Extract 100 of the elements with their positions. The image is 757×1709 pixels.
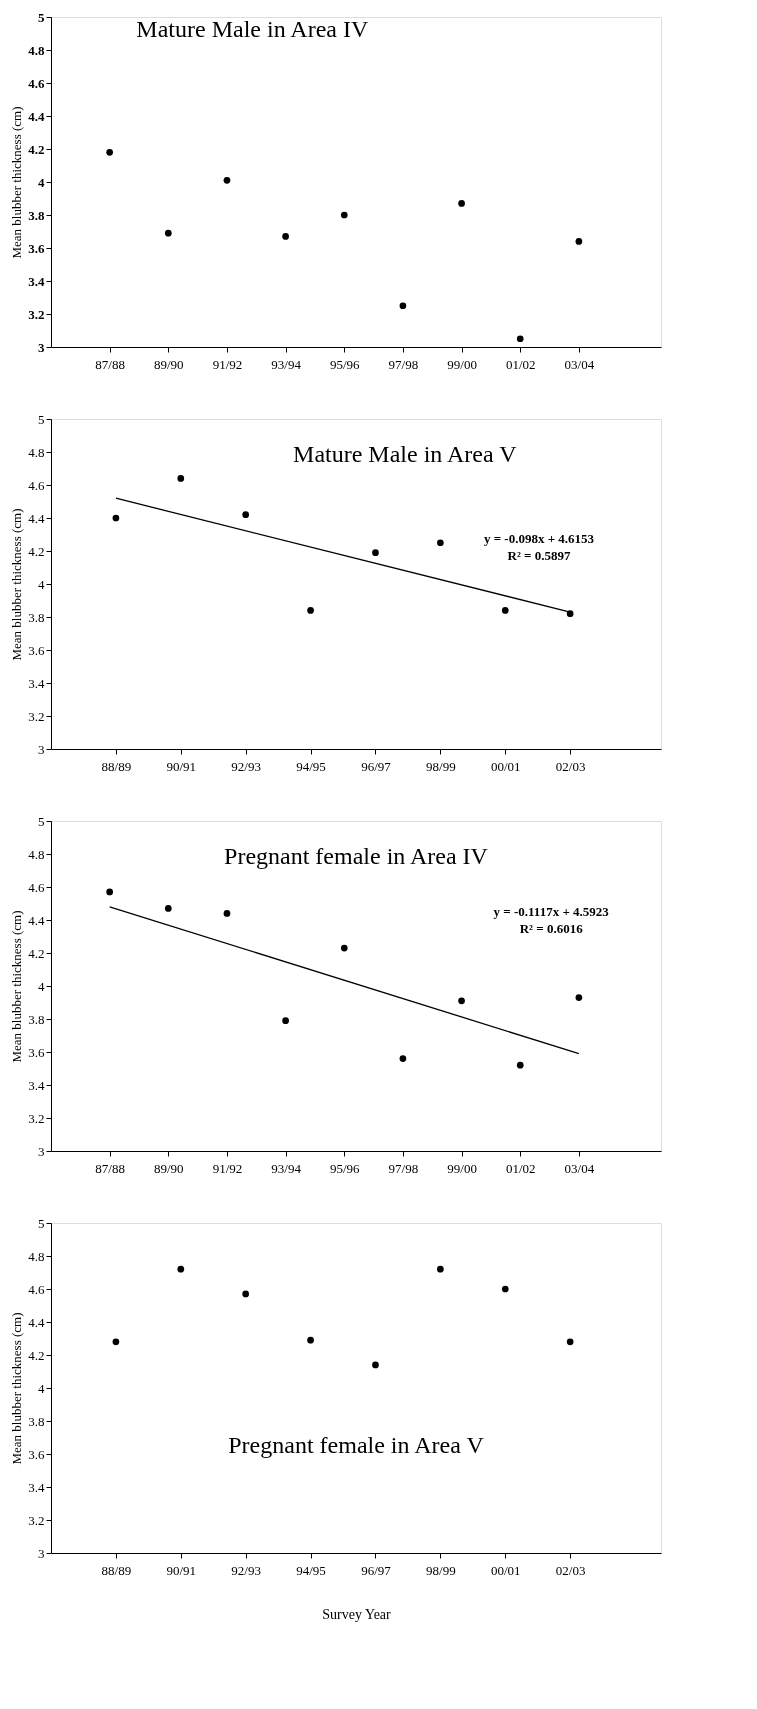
y-tick-label: 3.8 <box>28 207 45 223</box>
point <box>575 994 583 1001</box>
y-tick-label: 3 <box>38 1545 45 1561</box>
annotation: R² = 0.6016 <box>519 920 584 936</box>
x-tick-label: 90/91 <box>166 1562 197 1578</box>
y-tick-label: 3.4 <box>28 273 45 289</box>
y-tick-label: 4.4 <box>28 1314 45 1330</box>
x-tick-label: 99/00 <box>447 1160 477 1176</box>
x-tick-label: 00/01 <box>490 758 521 774</box>
y-tick-label: 4.4 <box>28 912 45 928</box>
point <box>566 610 574 618</box>
x-tick-label: 88/89 <box>101 758 132 774</box>
y-tick-label: 3.2 <box>28 306 45 322</box>
point <box>501 607 509 614</box>
point <box>575 238 583 245</box>
x-tick-label: 89/90 <box>154 1160 184 1176</box>
y-tick-label: 3.8 <box>28 1011 45 1027</box>
point <box>399 1055 407 1062</box>
point <box>437 539 444 547</box>
x-tick-label: 94/95 <box>296 758 326 774</box>
x-tick-label: 93/94 <box>271 356 302 372</box>
point <box>106 148 114 156</box>
x-tick-label: 93/94 <box>271 1160 302 1176</box>
x-tick-label: 03/04 <box>564 1160 595 1176</box>
point <box>223 177 231 184</box>
annotation: y = -0.1117x + 4.5923 <box>493 903 610 919</box>
y-tick-label: 4.2 <box>28 945 45 961</box>
x-tick-label: 02/03 <box>555 1562 586 1578</box>
y-tick-label: 5 <box>38 813 45 829</box>
chart-title: Mature Male in Area IV <box>136 16 369 43</box>
x-tick-label: 92/93 <box>231 1562 261 1578</box>
x-tick-label: 96/97 <box>361 1562 392 1578</box>
point <box>501 1285 509 1293</box>
point <box>516 335 524 343</box>
point <box>566 1338 574 1346</box>
point <box>282 1017 289 1024</box>
point <box>177 475 185 482</box>
y-tick-label: 4.4 <box>28 510 45 526</box>
y-tick-label: 3.2 <box>28 1512 45 1528</box>
y-tick-label: 5 <box>38 1215 45 1231</box>
x-tick-label: 91/92 <box>212 1160 243 1176</box>
point <box>223 910 231 917</box>
point <box>242 1290 250 1298</box>
y-tick-label: 4 <box>38 174 45 190</box>
x-tick-label: 01/02 <box>505 1160 536 1176</box>
y-tick-label: 4.2 <box>28 141 45 157</box>
y-tick-label: 4.2 <box>28 1347 45 1363</box>
point <box>282 233 289 240</box>
x-tick-label: 90/91 <box>166 758 197 774</box>
point <box>458 997 465 1005</box>
point <box>242 511 250 519</box>
y-tick-label: 3.8 <box>28 609 45 625</box>
y-axis-title: Mean blubber thickness (cm) <box>9 106 25 259</box>
text: Pregnant female in Area IV <box>224 843 489 870</box>
x-tick-label: 03/04 <box>564 356 595 372</box>
y-tick-label: 4.8 <box>28 1248 45 1264</box>
annotation: R² = 0.5897 <box>507 548 571 564</box>
y-tick-label: 3.4 <box>28 1077 45 1093</box>
point <box>112 514 120 522</box>
point <box>112 1338 120 1346</box>
y-tick-label: 4.6 <box>28 879 45 895</box>
x-axis-title: Survey Year <box>322 1606 392 1622</box>
y-tick-label: 3 <box>38 741 45 757</box>
point <box>106 888 114 896</box>
y-tick-label: 5 <box>38 9 45 25</box>
y-tick-label: 3 <box>38 339 45 355</box>
x-tick-label: 87/88 <box>95 1160 125 1176</box>
y-tick-label: 3.6 <box>28 240 45 256</box>
point <box>340 944 348 952</box>
y-axis-title: Mean blubber thickness (cm) <box>9 1312 25 1465</box>
y-tick-label: 3.6 <box>28 642 45 658</box>
point <box>437 1265 444 1273</box>
y-tick-label: 3.2 <box>28 708 45 724</box>
y-tick-label: 5 <box>38 411 45 427</box>
point <box>458 200 465 207</box>
x-tick-label: 91/92 <box>212 356 243 372</box>
point <box>164 229 172 237</box>
y-tick-label: 4.8 <box>28 846 45 862</box>
y-tick-label: 4 <box>38 978 45 994</box>
y-tick-label: 4.8 <box>28 42 45 58</box>
y-tick-label: 4.8 <box>28 444 45 460</box>
x-tick-label: 87/88 <box>95 356 125 372</box>
x-tick-label: 92/93 <box>231 758 261 774</box>
point <box>399 302 407 310</box>
point <box>164 905 172 912</box>
x-tick-label: 97/98 <box>388 1160 419 1176</box>
point <box>372 1361 379 1369</box>
x-tick-label: 02/03 <box>555 758 586 774</box>
y-tick-label: 4.6 <box>28 477 45 493</box>
annotation: y = -0.098x + 4.6153 <box>483 531 595 547</box>
y-tick-label: 4 <box>38 576 45 592</box>
x-tick-label: 96/97 <box>361 758 392 774</box>
point <box>307 1336 314 1344</box>
x-tick-label: 98/99 <box>426 1562 456 1578</box>
x-tick-label: 88/89 <box>101 1562 132 1578</box>
y-axis-title: Mean blubber thickness (cm) <box>9 910 25 1063</box>
y-tick-label: 3.2 <box>28 1110 45 1126</box>
y-tick-label: 4.2 <box>28 543 45 559</box>
y-tick-label: 4.6 <box>28 75 45 91</box>
point <box>372 549 379 556</box>
